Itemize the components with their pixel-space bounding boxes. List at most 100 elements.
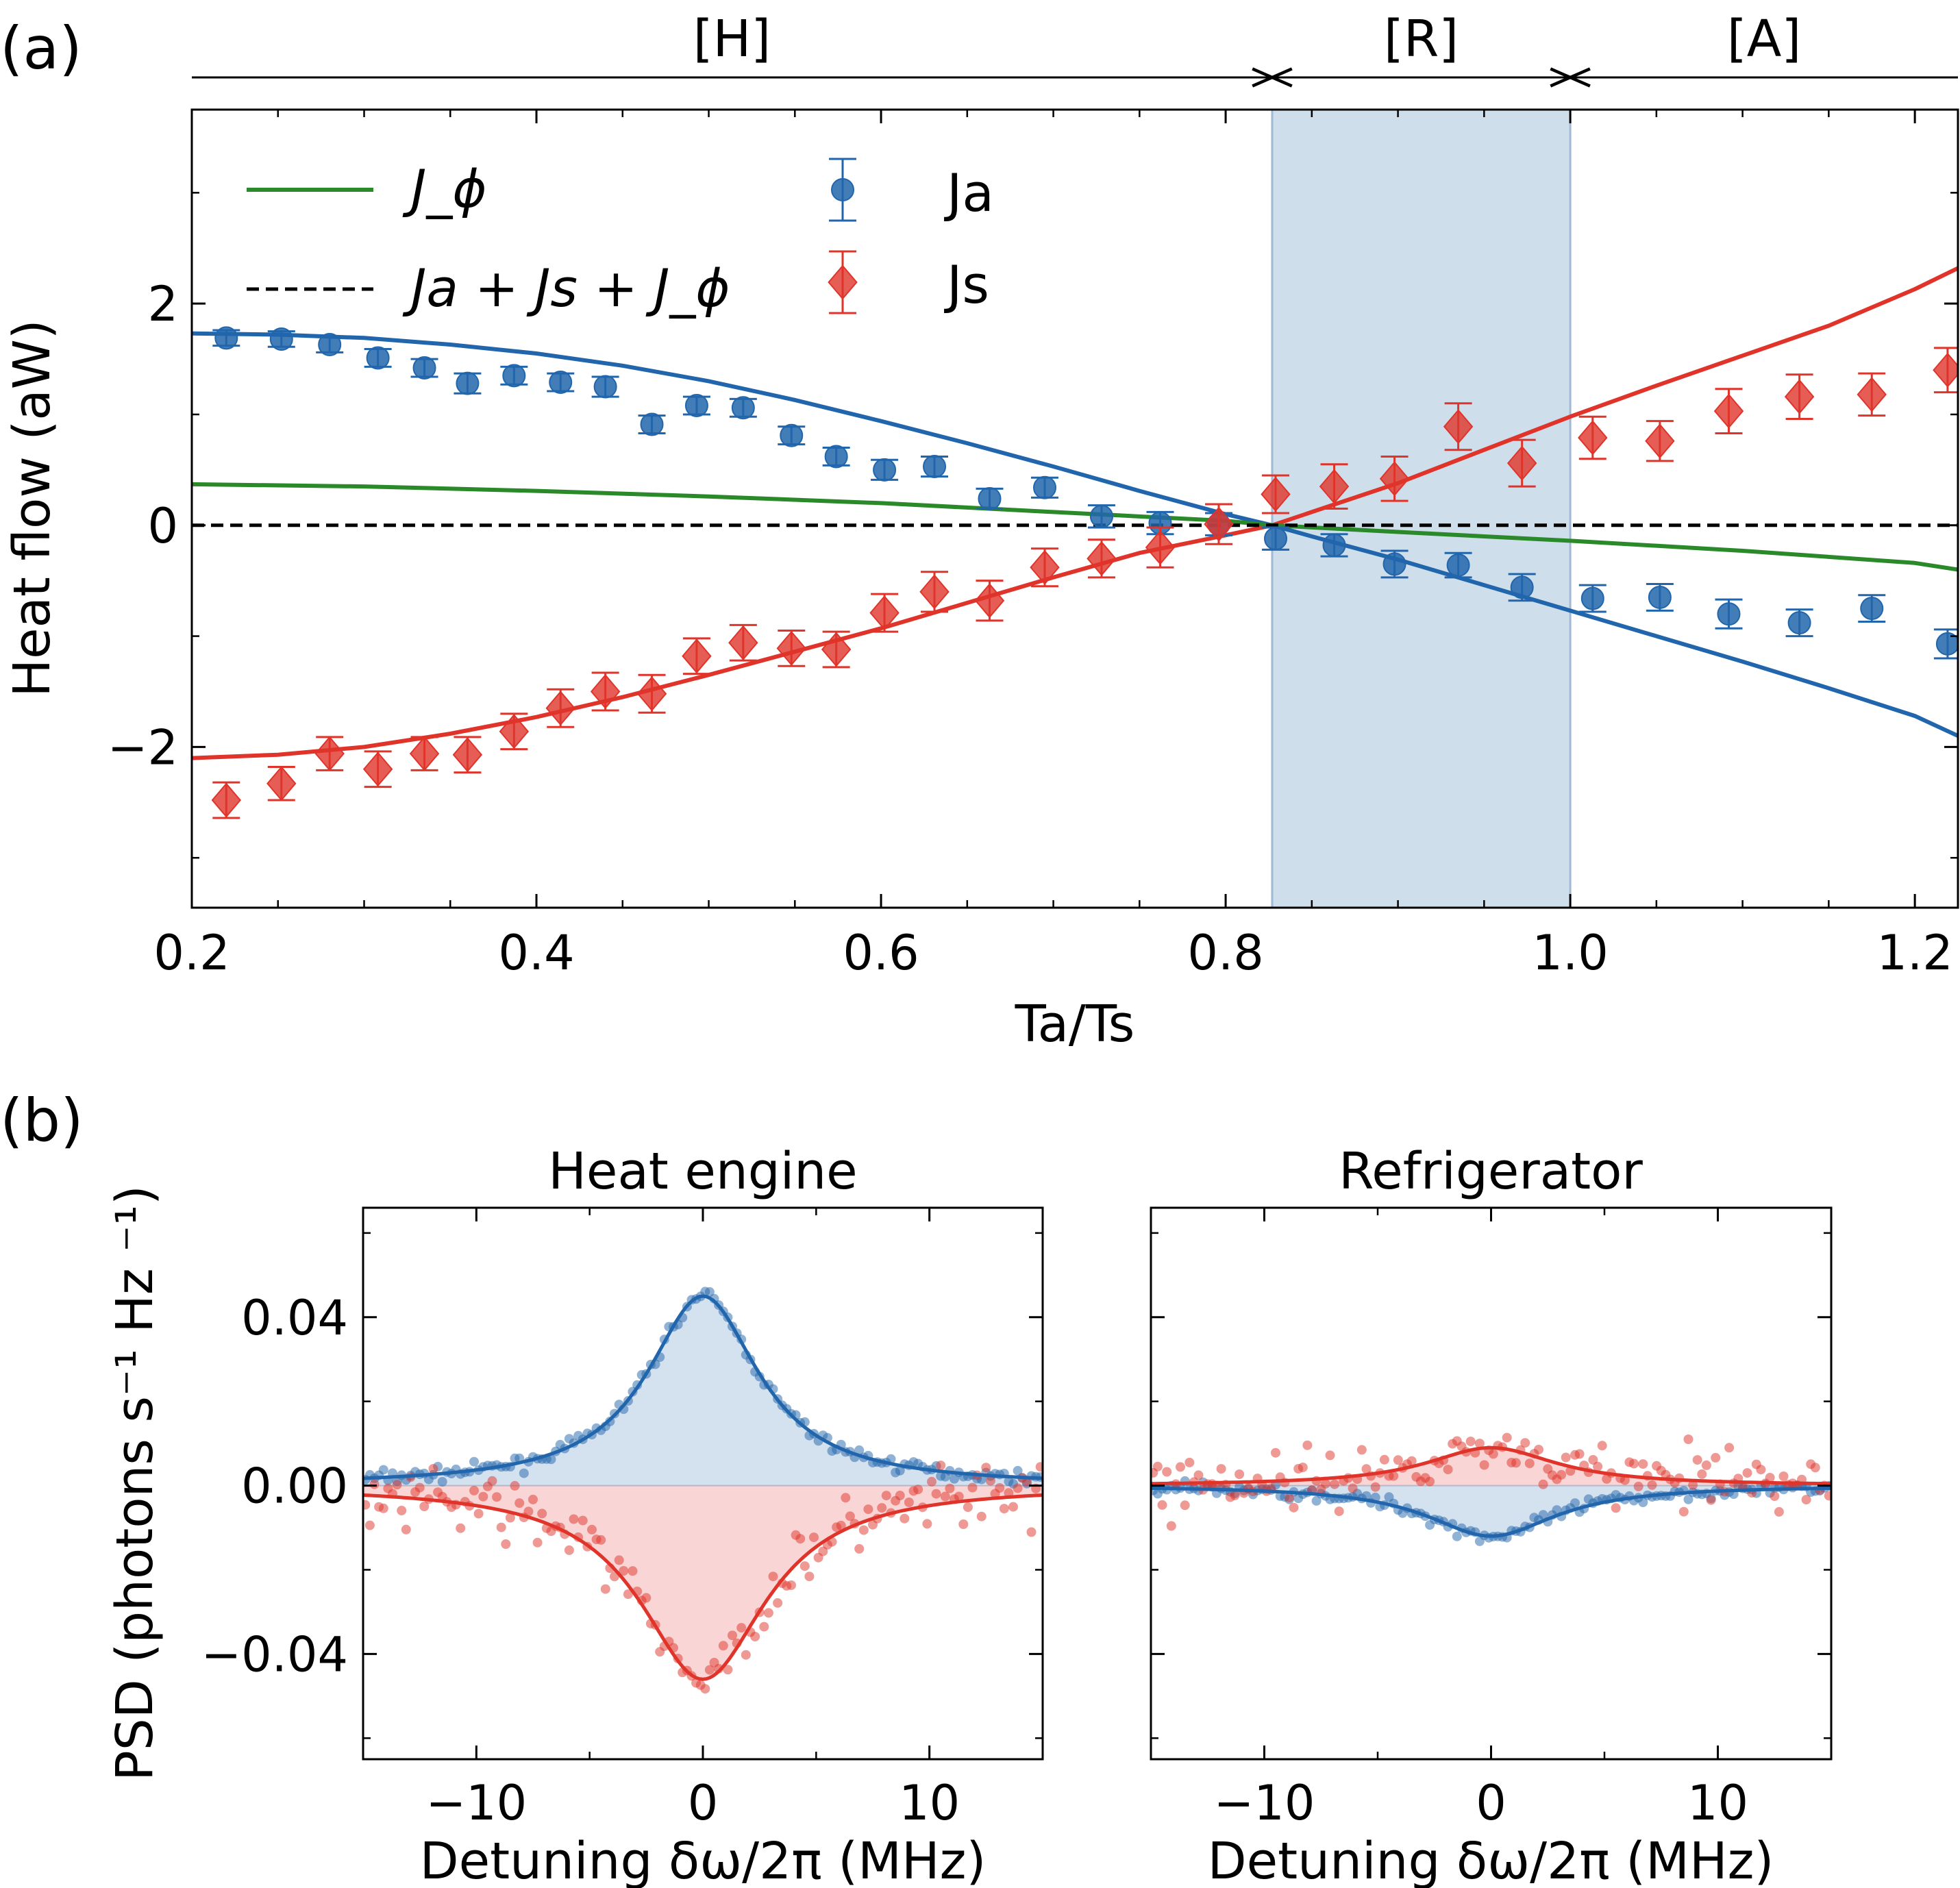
psd-point xyxy=(1361,1464,1372,1474)
psd-point xyxy=(723,1665,733,1675)
fit-curve xyxy=(363,1294,1043,1480)
fit-lines xyxy=(192,266,1958,760)
psd-point xyxy=(1611,1503,1621,1513)
psd-point xyxy=(1325,1450,1335,1461)
axis-ticks-b1: −10 0 10 −0.04 0.00 0.04 xyxy=(201,1208,1044,1831)
psd-point xyxy=(845,1511,855,1521)
ja-point xyxy=(1648,585,1672,609)
psd-point xyxy=(1356,1445,1367,1455)
panel-label-b: (b) xyxy=(0,1086,84,1155)
psd-point xyxy=(1683,1434,1694,1444)
x-tick-label: −10 xyxy=(1214,1775,1315,1831)
psd-point xyxy=(836,1520,846,1530)
psd-point xyxy=(478,1491,488,1502)
js-point xyxy=(266,766,297,802)
psd-point xyxy=(1289,1502,1299,1513)
psd-point xyxy=(1697,1469,1707,1479)
js-point xyxy=(499,714,530,749)
psd-point xyxy=(401,1524,411,1535)
js-point xyxy=(1506,445,1537,481)
psd-point xyxy=(786,1580,796,1590)
x-tick-label: 1.2 xyxy=(1876,925,1952,981)
legend-ja-circle xyxy=(831,178,854,201)
psd-point xyxy=(1742,1468,1752,1478)
psd-point xyxy=(619,1566,629,1576)
psd-point xyxy=(1588,1455,1598,1465)
legend-js-marker xyxy=(828,250,858,314)
y-axis-label-a: Heat flow (aW) xyxy=(3,319,62,697)
ja-point xyxy=(318,333,342,357)
heat-engine-fits xyxy=(363,1294,1043,1681)
psd-point xyxy=(1193,1470,1204,1480)
psd-point xyxy=(496,1522,506,1532)
ja-point xyxy=(412,356,436,380)
psd-point xyxy=(378,1503,388,1513)
psd-point xyxy=(985,1476,995,1486)
psd-point xyxy=(1157,1500,1167,1510)
regime-label: [R] xyxy=(1384,10,1459,69)
psd-point xyxy=(940,1491,950,1502)
psd-point xyxy=(1488,1449,1498,1459)
x-axis-label-b1: Detuning δω/2π (MHz) xyxy=(420,1832,987,1888)
js-point xyxy=(1145,530,1176,565)
axis-ticks-a: 0.2 0.4 0.6 0.8 1.0 1.2 −2 0 2 xyxy=(108,110,1958,981)
ja-point xyxy=(873,458,897,482)
x-tick-label: 0.6 xyxy=(843,925,919,981)
psd-point xyxy=(1302,1440,1313,1450)
psd-point xyxy=(487,1476,497,1486)
psd-point xyxy=(963,1502,973,1513)
x-tick-label: 10 xyxy=(1687,1775,1748,1831)
psd-point xyxy=(1688,1480,1698,1490)
psd-point xyxy=(1021,1477,1032,1487)
ja-point xyxy=(923,455,947,479)
psd-point xyxy=(1683,1494,1694,1504)
psd-point xyxy=(1152,1461,1163,1471)
psd-point xyxy=(1556,1469,1567,1480)
panel-b-refrigerator: −10 0 10 Refrigerator Detuning δω/2π (MHz) xyxy=(1150,1142,1833,1888)
ja-point xyxy=(366,346,390,370)
x-tick-label: 0.4 xyxy=(498,925,574,981)
psd-point xyxy=(763,1608,773,1618)
psd-point xyxy=(795,1534,806,1544)
psd-point xyxy=(750,1632,760,1641)
psd-point xyxy=(397,1506,407,1515)
psd-point xyxy=(437,1477,447,1487)
psd-point xyxy=(841,1493,851,1503)
psd-point xyxy=(741,1650,751,1660)
psd-point xyxy=(537,1508,547,1519)
legend-ja-label: Ja xyxy=(944,162,994,223)
psd-point xyxy=(1216,1464,1226,1474)
psd-point xyxy=(1570,1498,1580,1508)
psd-point xyxy=(564,1545,574,1555)
psd-point xyxy=(1180,1500,1190,1511)
js-point xyxy=(1087,541,1117,576)
js-point xyxy=(1204,506,1234,542)
psd-point xyxy=(1701,1460,1711,1470)
title-heat-engine: Heat engine xyxy=(548,1142,857,1201)
regime-arrows: [H] [R] [A] xyxy=(192,10,1958,77)
x-axis-label-b2: Detuning δω/2π (MHz) xyxy=(1208,1832,1774,1888)
js-point xyxy=(1933,352,1958,388)
psd-point xyxy=(976,1511,987,1521)
psd-point xyxy=(1593,1461,1603,1471)
psd-point xyxy=(759,1622,769,1632)
fit-curve xyxy=(1151,1486,1831,1538)
psd-point xyxy=(1379,1454,1389,1465)
plot-frame-a xyxy=(190,108,1959,909)
js-point xyxy=(869,595,900,631)
psd-point xyxy=(369,1479,380,1489)
psd-point xyxy=(419,1502,430,1511)
psd-point xyxy=(1801,1495,1811,1505)
psd-point xyxy=(569,1514,579,1524)
psd-point xyxy=(514,1498,525,1508)
psd-point xyxy=(931,1489,941,1499)
ja-point xyxy=(780,423,804,447)
psd-point xyxy=(1678,1506,1689,1517)
y-tick-label: 0.04 xyxy=(241,1290,348,1346)
psd-point xyxy=(1724,1443,1735,1453)
legend-jphi-label: J_ϕ xyxy=(402,158,487,219)
fit-curve xyxy=(363,1493,1043,1681)
psd-point xyxy=(364,1520,375,1530)
psd-point xyxy=(958,1519,969,1529)
